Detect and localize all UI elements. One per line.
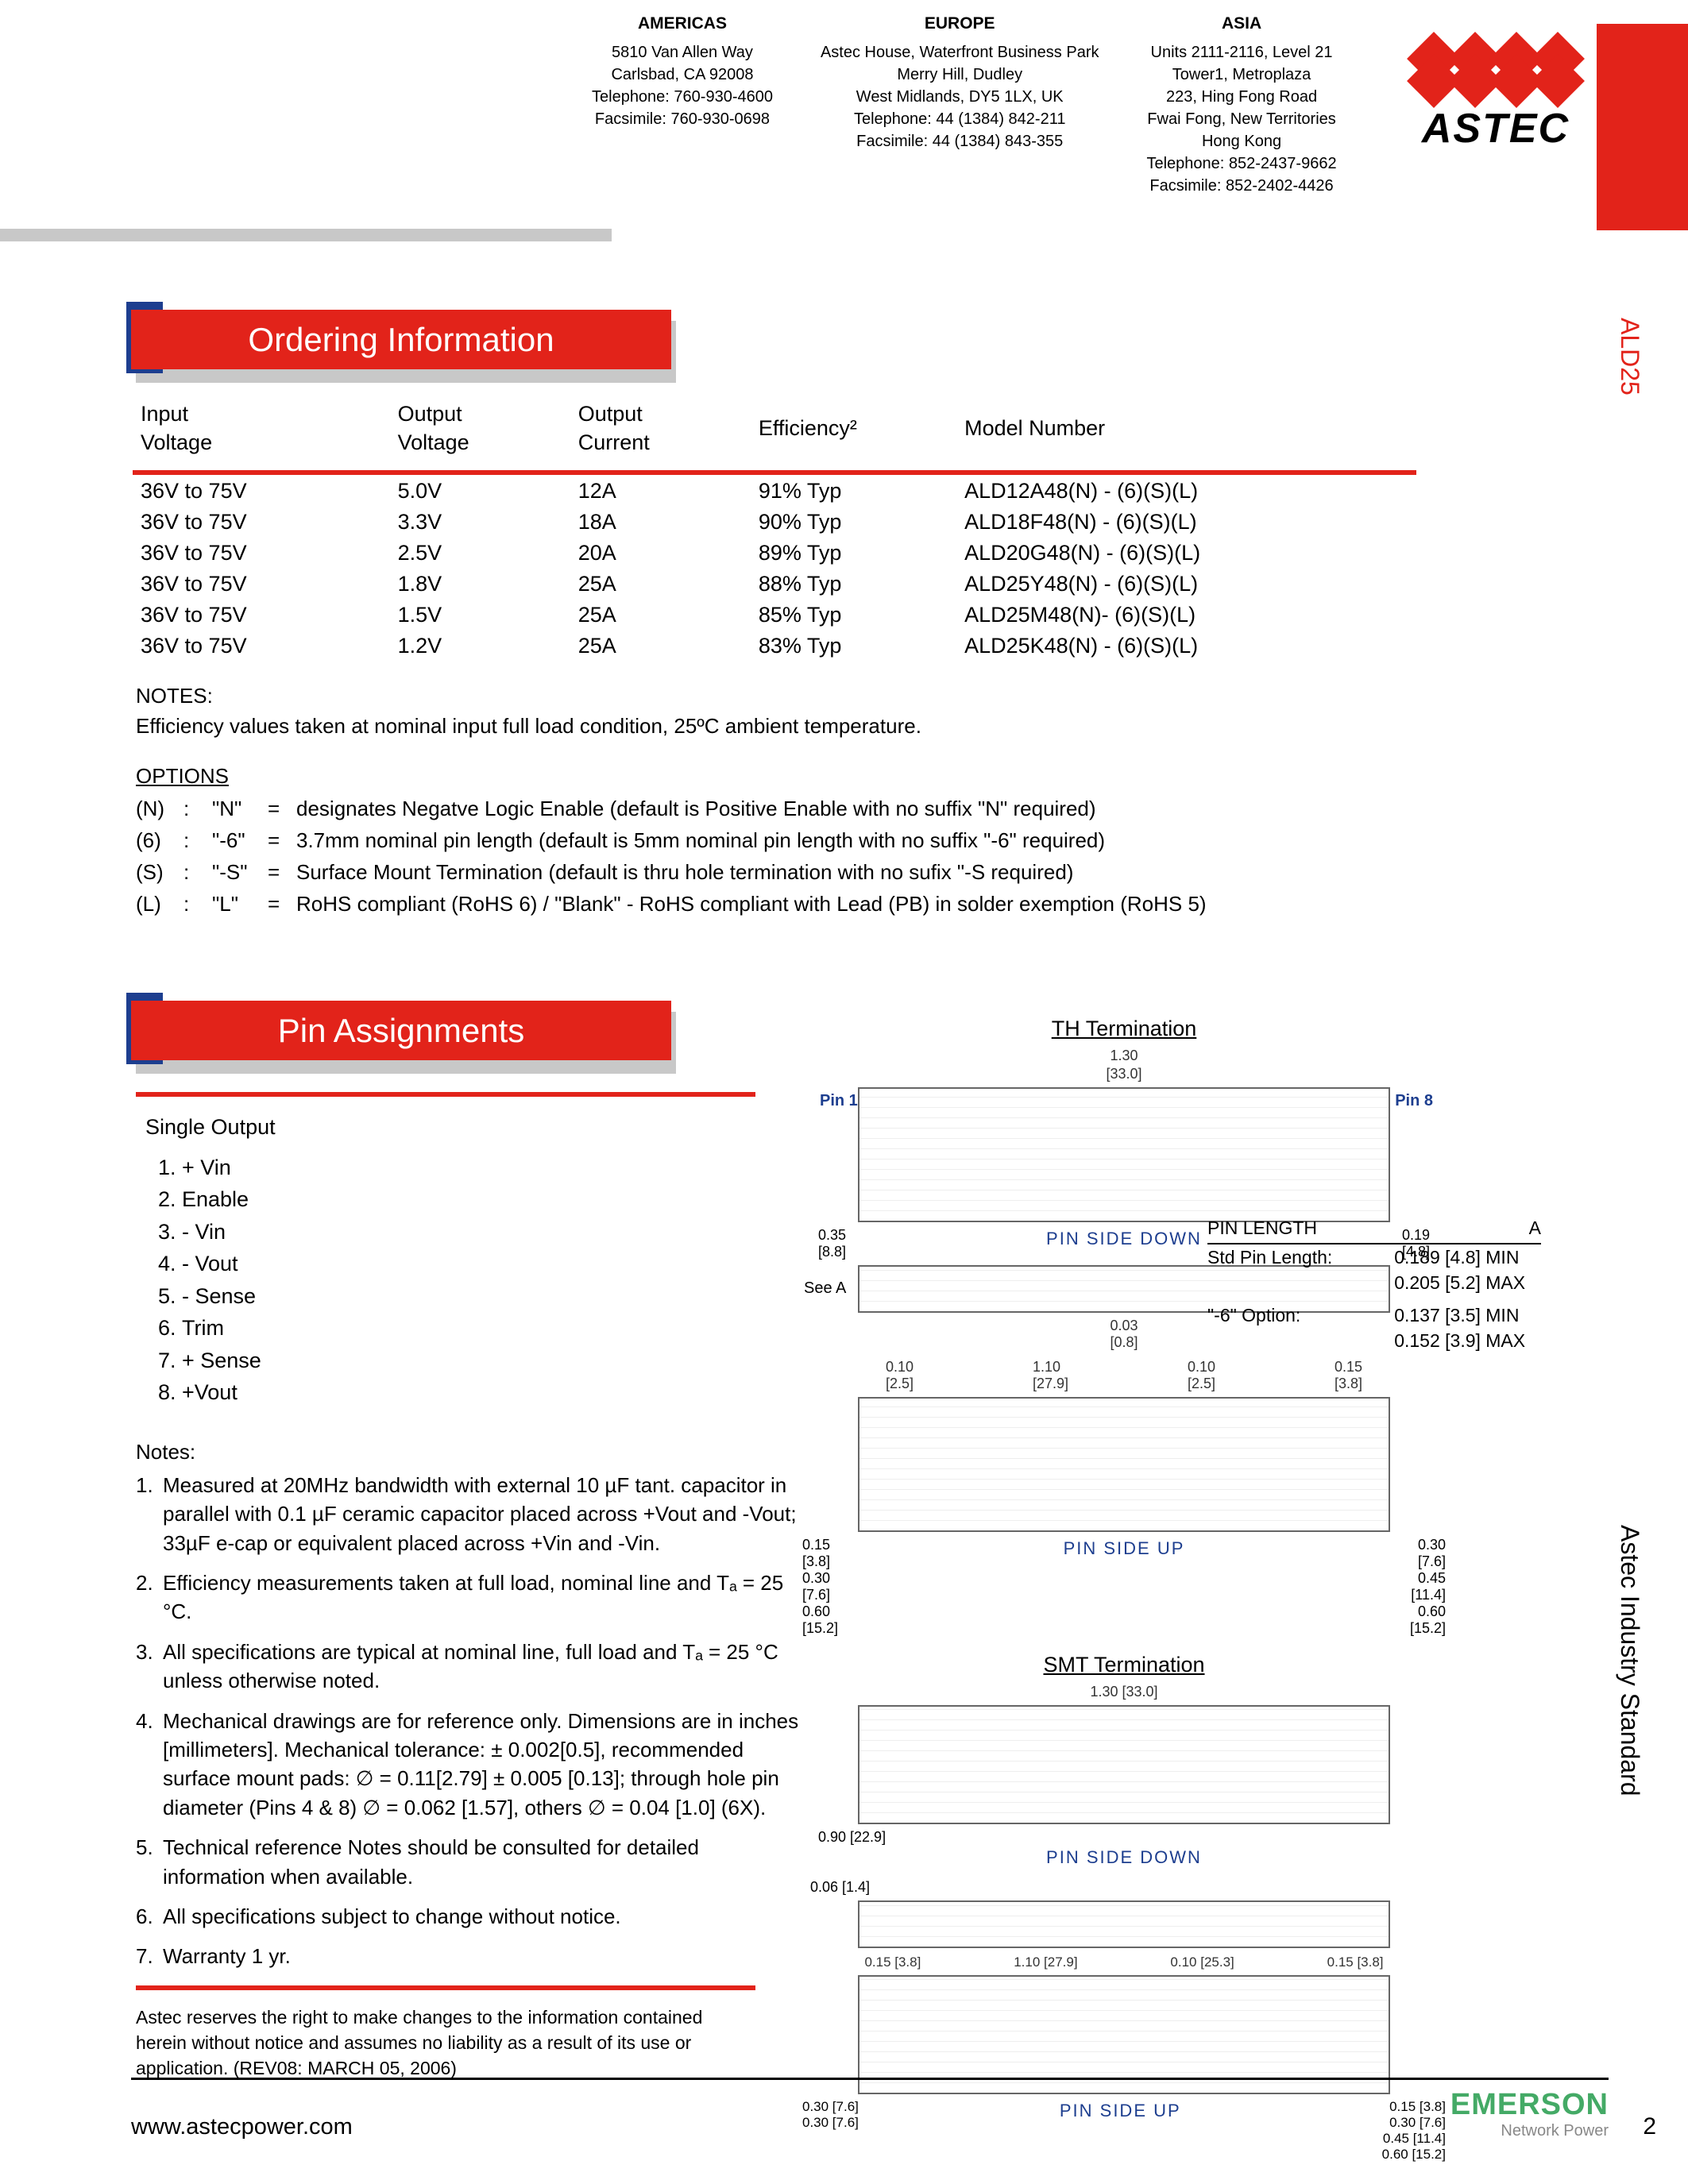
contact-americas: AMERICAS 5810 Van Allen Way Carlsbad, CA… [592, 12, 773, 197]
contact-europe: EUROPE Astec House, Waterfront Business … [821, 12, 1099, 197]
pin-item: Trim [182, 1312, 806, 1345]
disclaimer: Astec reserves the right to make changes… [136, 2005, 724, 2082]
pin-item: - Vout [182, 1248, 806, 1280]
option-row: (6):"-6"=3.7mm nominal pin length (defau… [136, 824, 1413, 856]
ordering-row: 36V to 75V5.0V12A91% TypALD12A48(N) - (6… [133, 477, 1416, 506]
pin1-marker: Pin 1 [820, 1092, 858, 1110]
note-item: 5.Technical reference Notes should be co… [136, 1833, 802, 1891]
col-output-current: OutputCurrent [570, 395, 749, 469]
pin-section: Pin Assignments Single Output + VinEnabl… [131, 1001, 806, 2081]
region-europe: EUROPE [821, 12, 1099, 35]
contact-asia: ASIA Units 2111-2116, Level 21 Tower1, M… [1146, 12, 1336, 197]
contact-header: AMERICAS 5810 Van Allen Way Carlsbad, CA… [592, 12, 1442, 197]
page-number: 2 [1643, 2113, 1656, 2140]
note-item: 1.Measured at 20MHz bandwidth with exter… [136, 1471, 802, 1557]
ordering-table: InputVoltage OutputVoltage OutputCurrent… [131, 393, 1418, 662]
smt-side-view [858, 1900, 1390, 1948]
header-shadow [0, 229, 612, 241]
smt-bottom-view [858, 1975, 1390, 2094]
pin-item: - Vin [182, 1216, 806, 1248]
pin-item: +Vout [182, 1376, 806, 1409]
note-item: 6.All specifications subject to change w… [136, 1902, 802, 1931]
pin-item: + Sense [182, 1345, 806, 1377]
options-label: OPTIONS [136, 764, 229, 788]
series-label: Astec Industry Standard [1615, 1525, 1644, 1796]
ordering-notes: NOTES: Efficiency values taken at nomina… [136, 681, 1413, 741]
ordering-row: 36V to 75V1.8V25A88% TypALD25Y48(N) - (6… [133, 569, 1416, 599]
note-item: 3.All specifications are typical at nomi… [136, 1638, 802, 1696]
pin-item: + Vin [182, 1152, 806, 1184]
region-asia: ASIA [1146, 12, 1336, 35]
th-top-view: Pin 1 Pin 8 [858, 1087, 1390, 1222]
col-output-voltage: OutputVoltage [390, 395, 569, 469]
pin-list-label: Single Output [145, 1111, 806, 1144]
pin-list: Single Output + VinEnable- Vin- Vout- Se… [145, 1111, 806, 1409]
divider [136, 1092, 755, 1097]
notes-text: Efficiency values taken at nominal input… [136, 712, 1413, 742]
smt-pin-side-down: PIN SIDE DOWN [794, 1847, 1454, 1868]
region-americas: AMERICAS [592, 12, 773, 35]
option-row: (L):"L"=RoHS compliant (RoHS 6) / "Blank… [136, 888, 1413, 920]
ordering-section: Ordering Information InputVoltage Output… [131, 310, 1418, 920]
ordering-header: Ordering Information [131, 310, 1418, 377]
pin-item: Enable [182, 1183, 806, 1216]
pin-length-table: PIN LENGTHA Std Pin Length:0.189 [4.8] M… [1207, 1215, 1541, 1353]
divider [136, 1985, 755, 1990]
notes2-label: Notes: [136, 1437, 802, 1466]
note-item: 2.Efficiency measurements taken at full … [136, 1569, 802, 1626]
note-item: 7.Warranty 1 yr. [136, 1942, 802, 1970]
col-efficiency: Efficiency² [751, 395, 955, 469]
notes-label: NOTES: [136, 681, 1413, 712]
note-item: 4.Mechanical drawings are for reference … [136, 1707, 802, 1823]
smt-termination-title: SMT Termination [794, 1653, 1454, 1677]
pin-side-up-label: PIN SIDE UP [1064, 1538, 1185, 1626]
ordering-header-row: InputVoltage OutputVoltage OutputCurrent… [133, 395, 1416, 469]
ordering-title: Ordering Information [248, 321, 554, 359]
page-footer: www.astecpower.com EMERSON Network Power [131, 2078, 1609, 2140]
options-block: OPTIONS (N):"N"=designates Negatve Logic… [136, 760, 1413, 920]
emerson-logo: EMERSON Network Power [1450, 2088, 1609, 2140]
option-row: (N):"N"=designates Negatve Logic Enable … [136, 793, 1413, 824]
th-termination-title: TH Termination [794, 1017, 1454, 1041]
table-divider [133, 470, 1416, 475]
footer-url: www.astecpower.com [131, 2114, 353, 2140]
ordering-row: 36V to 75V1.5V25A85% TypALD25M48(N)- (6)… [133, 600, 1416, 630]
ordering-row: 36V to 75V3.3V18A90% TypALD18F48(N) - (6… [133, 507, 1416, 537]
pin-item: - Sense [182, 1280, 806, 1313]
pin-header: Pin Assignments [131, 1001, 806, 1068]
top-red-accent [1597, 24, 1688, 230]
smt-top-view [858, 1705, 1390, 1824]
ordering-row: 36V to 75V1.2V25A83% TypALD25K48(N) - (6… [133, 631, 1416, 661]
option-row: (S):"-S"=Surface Mount Termination (defa… [136, 856, 1413, 888]
mechanical-drawings: TH Termination 1.30 [33.0] Pin 1 Pin 8 0… [794, 1017, 1454, 2163]
general-notes: Notes: 1.Measured at 20MHz bandwidth wit… [136, 1437, 802, 1971]
astec-logo: ASTEC [1415, 40, 1577, 152]
ordering-row: 36V to 75V2.5V20A89% TypALD20G48(N) - (6… [133, 538, 1416, 568]
pin-title: Pin Assignments [278, 1012, 525, 1050]
th-bottom-view [858, 1397, 1390, 1532]
product-code-label: ALD25 [1615, 318, 1644, 396]
pin-side-down-label: PIN SIDE DOWN [1046, 1229, 1202, 1249]
col-model: Model Number [956, 395, 1416, 469]
col-input-voltage: InputVoltage [133, 395, 388, 469]
logo-text: ASTEC [1415, 105, 1577, 152]
pin8-marker: Pin 8 [1395, 1092, 1433, 1110]
